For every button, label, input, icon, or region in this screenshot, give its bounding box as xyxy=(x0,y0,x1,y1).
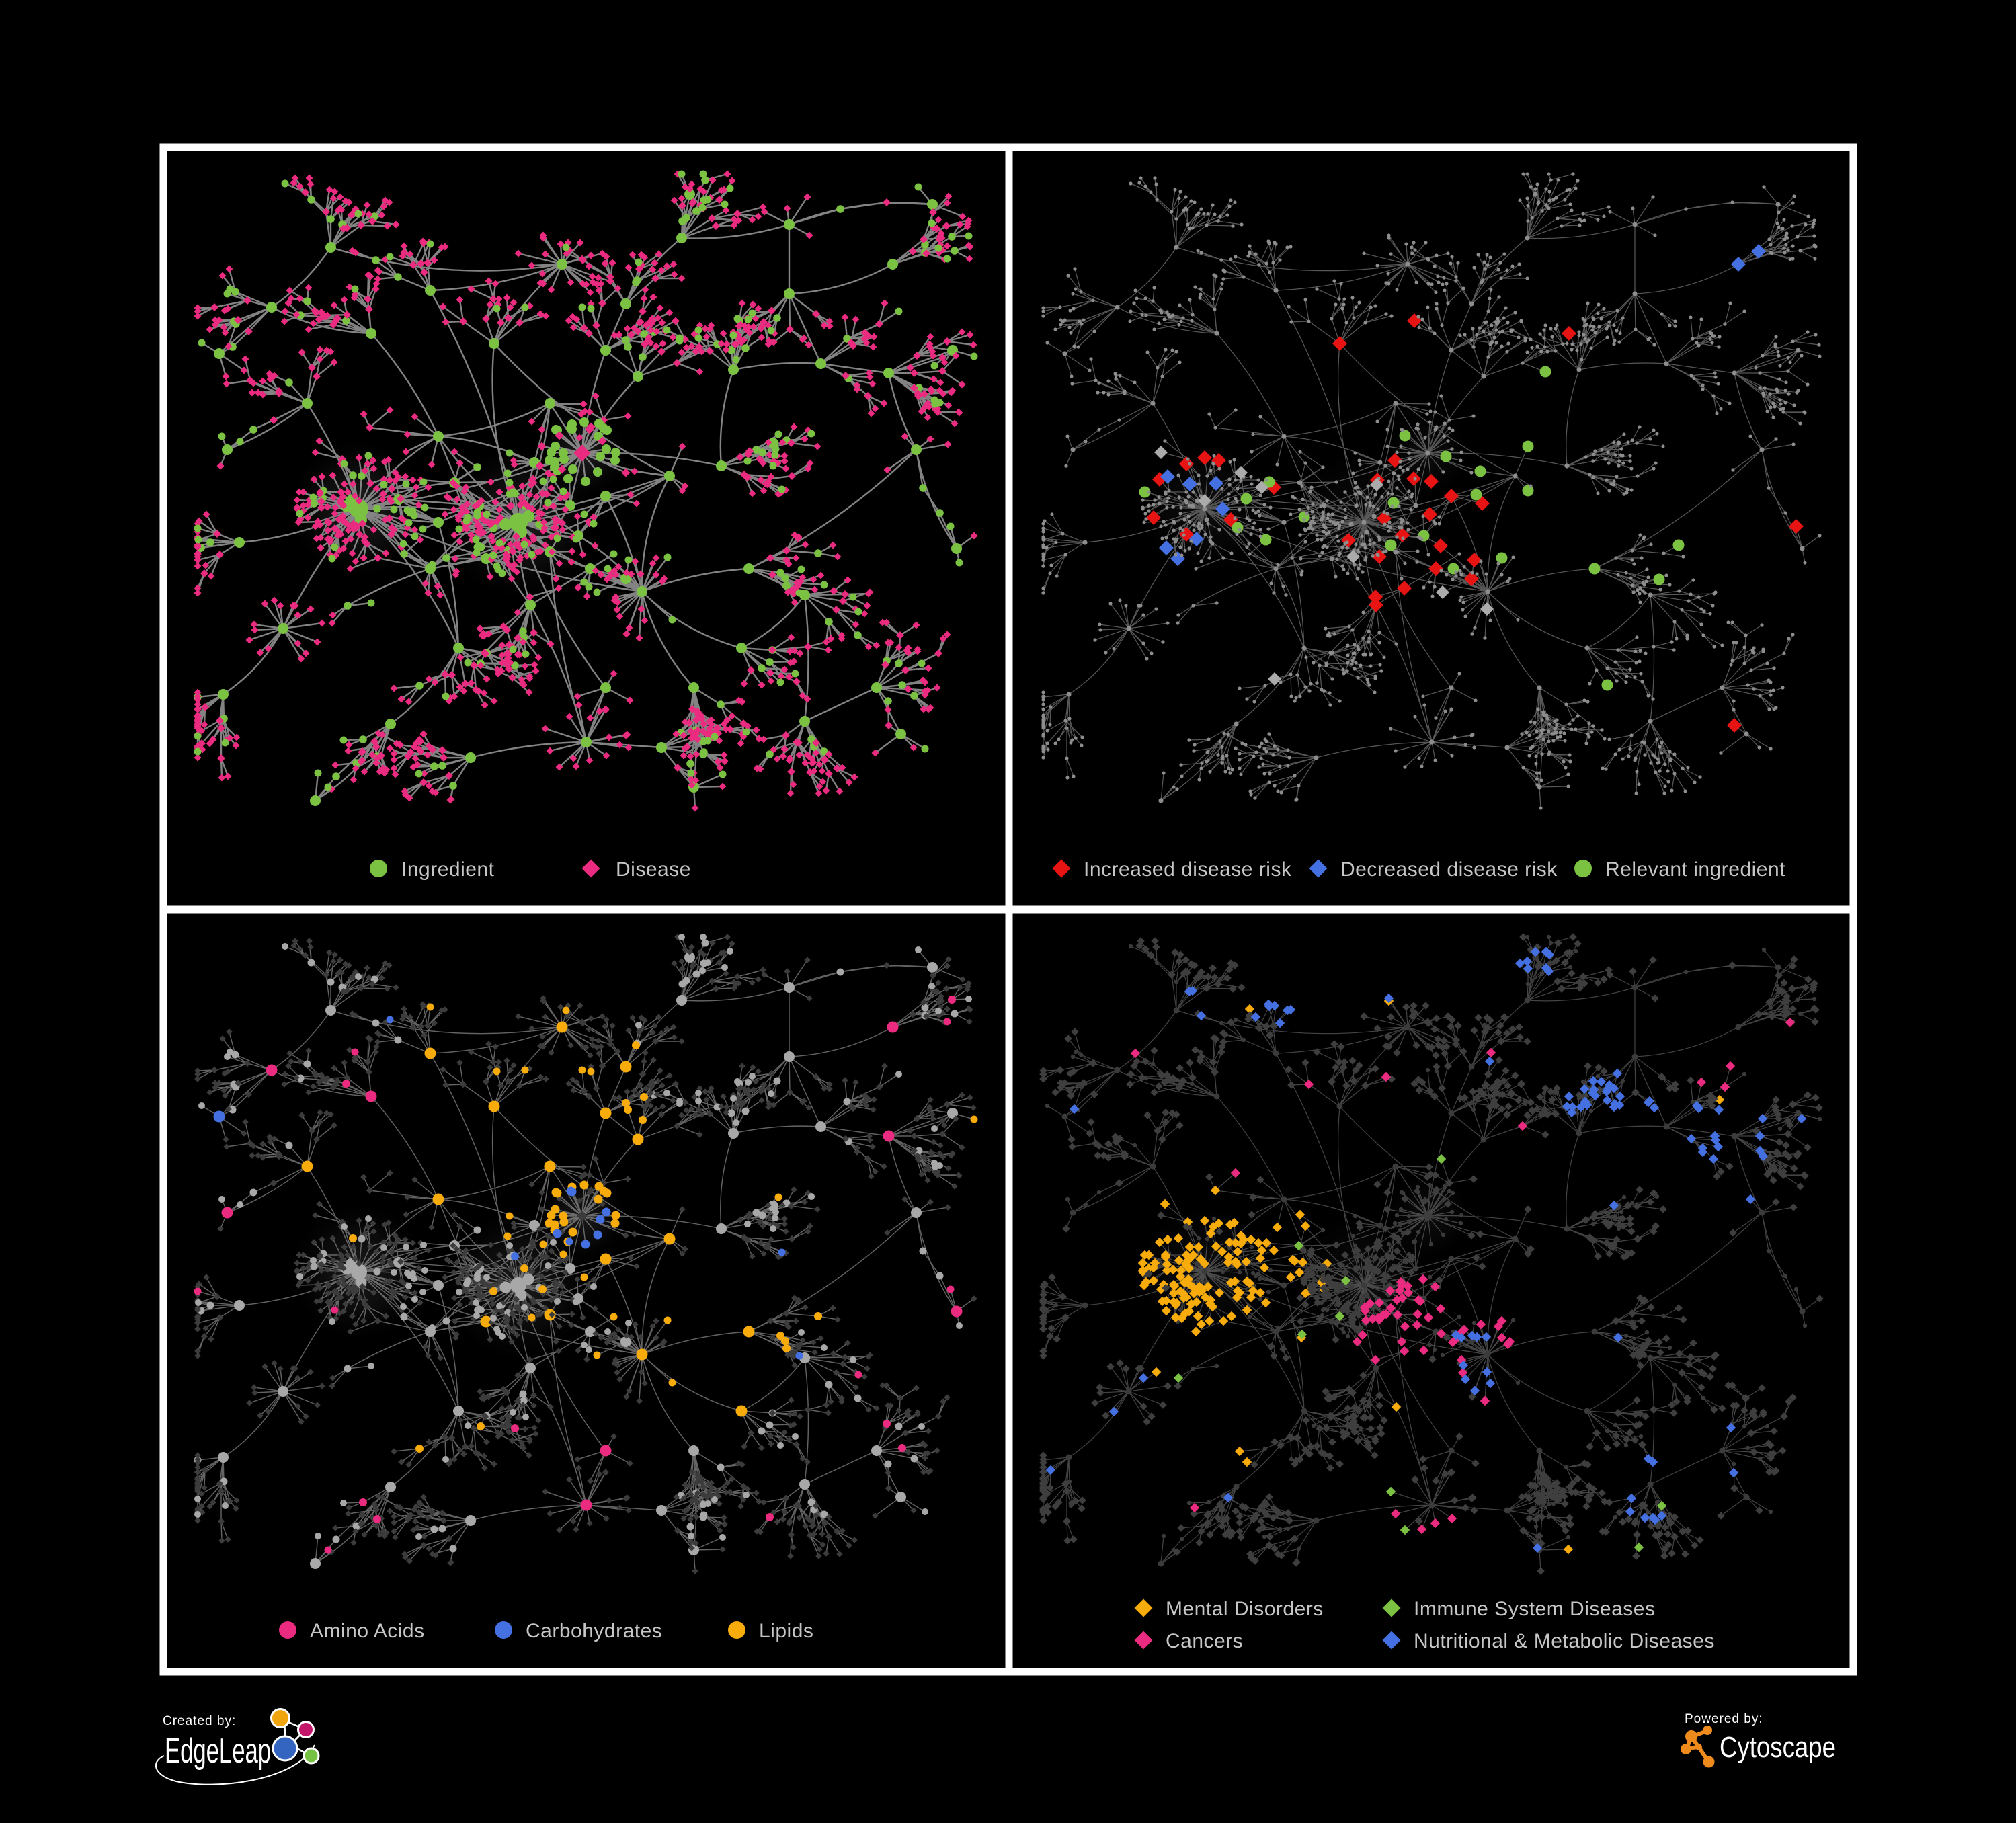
svg-text:Created by:: Created by: xyxy=(163,1714,236,1728)
svg-text:Increased disease risk: Increased disease risk xyxy=(1084,858,1292,881)
svg-text:Disease: Disease xyxy=(616,858,691,881)
svg-text:Mental Disorders: Mental Disorders xyxy=(1166,1598,1324,1620)
svg-text:Relevant ingredient: Relevant ingredient xyxy=(1605,858,1785,881)
svg-text:Ingredient: Ingredient xyxy=(401,858,495,881)
svg-text:EdgeLeap: EdgeLeap xyxy=(165,1732,271,1771)
svg-text:Nutritional & Metabolic Diseas: Nutritional & Metabolic Diseases xyxy=(1414,1630,1715,1652)
svg-text:Cytoscape: Cytoscape xyxy=(1720,1731,1836,1764)
svg-text:Immune System Diseases: Immune System Diseases xyxy=(1414,1598,1655,1620)
svg-text:Decreased disease risk: Decreased disease risk xyxy=(1340,858,1558,881)
svg-text:Cancers: Cancers xyxy=(1166,1630,1243,1652)
svg-text:Powered by:: Powered by: xyxy=(1685,1712,1763,1726)
svg-text:Carbohydrates: Carbohydrates xyxy=(526,1620,662,1642)
svg-text:Amino Acids: Amino Acids xyxy=(310,1620,425,1642)
svg-text:Lipids: Lipids xyxy=(759,1620,813,1642)
